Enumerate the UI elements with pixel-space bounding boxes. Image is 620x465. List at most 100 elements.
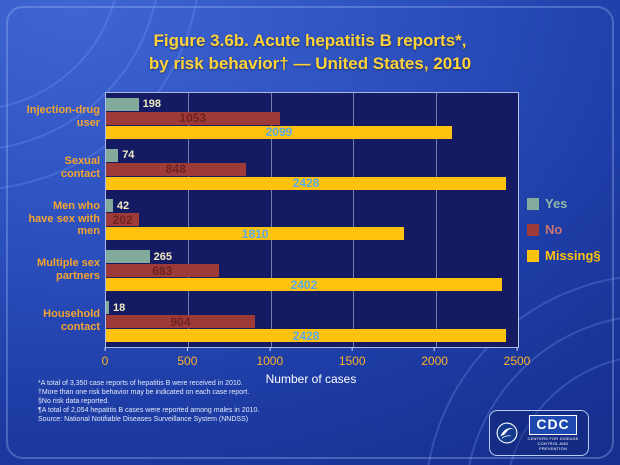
x-tick-label: 0 (101, 354, 109, 368)
bar-row: 198 (106, 97, 518, 111)
gridline (270, 93, 272, 347)
bar-value-label: 18 (112, 301, 126, 314)
legend-swatch (527, 197, 539, 210)
y-axis-labels: Injection-drug user Sexual contact Men who… (26, 92, 100, 346)
bar-no: 848 (106, 162, 246, 177)
bar-row: 2402 (106, 277, 518, 292)
cdc-hhs-logo: CDC CENTERS FOR DISEASE CONTROL AND PREV… (489, 410, 589, 456)
bar-yes (106, 148, 119, 162)
x-tick-mark (351, 347, 353, 351)
bar-row: 74 (106, 148, 518, 162)
x-tick: 500 (177, 347, 197, 370)
gridline (518, 93, 519, 347)
gridline (353, 93, 355, 347)
cdc-acronym: CDC (536, 416, 570, 432)
legend-item: No (527, 222, 601, 237)
x-tick: 2500 (503, 347, 531, 370)
bar-value-label: 2099 (265, 125, 293, 140)
category-label: Household contact (43, 307, 100, 333)
bar-value-label: 2428 (292, 176, 320, 191)
bar-row: 2428 (106, 329, 518, 343)
x-tick-label: 1000 (256, 354, 284, 368)
bar-row: 2099 (106, 125, 518, 140)
bar-row: 683 (106, 264, 518, 278)
bar-row: 1810 (106, 226, 518, 241)
bar-yes (106, 250, 150, 264)
bar-value-label: 198 (142, 98, 161, 111)
bar-value-label: 202 (112, 212, 133, 227)
footnote-no-risk-data: §No risk data reported. (38, 398, 110, 406)
bar-row: 42 (106, 199, 518, 213)
bar-value-label: 1053 (179, 111, 207, 126)
footnote-total-cases: *A total of 3,350 case reports of hepati… (38, 380, 243, 387)
x-tick-mark (434, 347, 436, 351)
legend-label: No (545, 222, 563, 237)
x-tick-mark (516, 347, 518, 351)
bar-group: 198 1053 2099 (106, 93, 518, 144)
category-label: Men who have sex with men (28, 199, 100, 238)
category-label: Multiple sex partners (37, 256, 100, 282)
bar-row: 18 (106, 301, 518, 315)
x-tick-label: 500 (177, 354, 198, 368)
x-tick-mark (186, 347, 188, 351)
chart-title-line2: by risk behavior† — United States, 2010 (148, 53, 472, 73)
bar-value-label: 265 (153, 250, 173, 263)
x-tick-label: 2500 (503, 354, 531, 368)
x-tick: 1000 (256, 347, 283, 370)
bar-row: 265 (106, 250, 518, 264)
bar-no: 1053 (106, 111, 280, 126)
bar-missing: 2428 (106, 176, 507, 191)
footnote-source: Source: National Notifiable Diseases Sur… (38, 416, 249, 424)
bar-value-label: 1810 (241, 226, 269, 241)
x-tick-mark (269, 347, 271, 351)
bar-value-label: 42 (116, 199, 130, 212)
bar-missing: 2099 (106, 125, 452, 140)
plot-area: 198 1053 2099 74 848 2428 42 202 1810 265 683 2402 1… (105, 92, 519, 348)
category-label: Injection-drug user (26, 104, 100, 130)
cdc-logo-text: CDC CENTERS FOR DISEASE CONTROL AND PREV… (524, 415, 582, 451)
legend-swatch (527, 223, 539, 236)
bar-no: 904 (106, 314, 255, 329)
footnote-males: ¶A total of 2,054 hepatitis B cases were… (38, 407, 260, 415)
x-axis: 0 500 1000 1500 2000 2500 (101, 347, 530, 370)
bar-value-label: 848 (165, 162, 186, 177)
x-tick: 2000 (421, 347, 448, 370)
x-tick-mark (104, 347, 106, 351)
x-tick-label: 1500 (338, 354, 366, 368)
bar-row: 1053 (106, 111, 518, 126)
bar-row: 2428 (106, 176, 518, 191)
bar-yes (106, 199, 113, 213)
bar-missing: 2402 (106, 277, 502, 292)
legend-label: Missing§ (545, 248, 601, 263)
legend-item: Missing§ (527, 248, 601, 263)
x-tick: 1500 (339, 347, 366, 370)
bar-group: 18 904 2428 (106, 296, 518, 347)
category-label: Sexual contact (60, 155, 100, 181)
bar-value-label: 2402 (290, 277, 318, 292)
bar-no: 683 (106, 264, 219, 278)
legend-item: Yes (527, 196, 601, 211)
x-tick-label: 2000 (421, 354, 448, 368)
hhs-eagle-icon (496, 422, 518, 444)
cdc-acronym-box: CDC (529, 415, 577, 435)
x-tick: 0 (101, 347, 109, 370)
legend: Yes No Missing§ (527, 196, 601, 274)
bar-row: 848 (106, 162, 518, 177)
bar-value-label: 904 (170, 314, 191, 329)
chart-title-line1: Figure 3.6b. Acute hepatitis B reports*, (153, 31, 467, 50)
legend-swatch (527, 249, 539, 262)
bar-yes (106, 301, 109, 315)
bar-group: 42 202 1810 (106, 195, 518, 246)
bar-row: 904 (106, 314, 518, 329)
chart-title: Figure 3.6b. Acute hepatitis B reports*,… (0, 30, 620, 76)
footnotes: *A total of 3,350 case reports of hepati… (38, 379, 368, 424)
cdc-caption: CENTERS FOR DISEASE CONTROL AND PREVENTI… (527, 436, 579, 451)
gridline (435, 93, 437, 347)
x-axis-title: Number of cases (265, 372, 357, 386)
bar-group: 265 683 2402 (106, 245, 518, 296)
bar-yes (106, 97, 139, 111)
bar-missing: 1810 (106, 226, 405, 241)
gridline (188, 93, 190, 347)
